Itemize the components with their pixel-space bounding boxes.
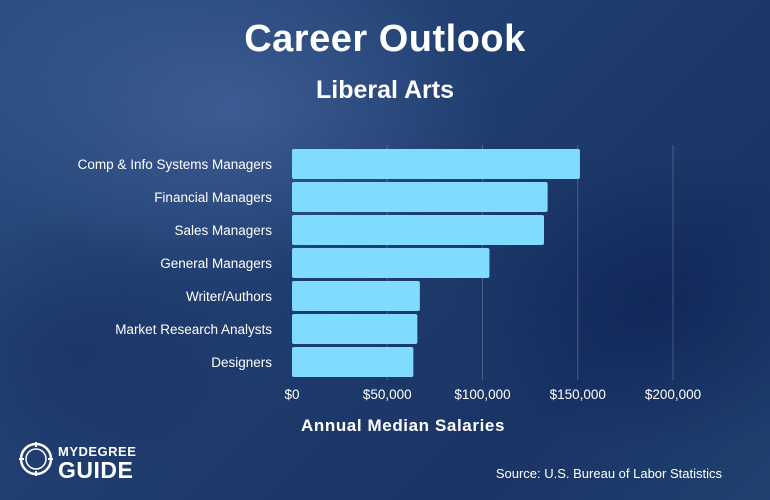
bar — [292, 149, 580, 179]
logo-text-bottom: GUIDE — [58, 457, 134, 483]
bar — [292, 347, 414, 377]
x-axis-label: Annual Median Salaries — [300, 416, 506, 435]
bar — [292, 248, 490, 278]
x-tick-label: $150,000 — [550, 387, 606, 402]
category-label: Financial Managers — [154, 190, 272, 205]
bar — [292, 215, 545, 245]
category-label: Designers — [211, 355, 272, 370]
category-label: General Managers — [160, 256, 272, 271]
source-note: Source: U.S. Bureau of Labor Statistics — [495, 466, 722, 481]
bar — [292, 281, 420, 311]
x-tick-label: $50,000 — [363, 387, 412, 402]
x-tick-label: $200,000 — [645, 387, 701, 402]
category-label: Market Research Analysts — [115, 322, 272, 337]
chart-title: Career Outlook — [244, 18, 526, 60]
chart-subtitle: Liberal Arts — [315, 76, 454, 104]
logo-text-top: MYDEGREE — [58, 444, 137, 459]
compass-icon — [19, 442, 53, 476]
bar — [292, 182, 548, 212]
bar — [292, 314, 418, 344]
category-label: Comp & Info Systems Managers — [78, 157, 273, 172]
category-label: Sales Managers — [174, 223, 272, 238]
category-label: Writer/Authors — [186, 289, 272, 304]
x-tick-label: $0 — [284, 387, 299, 402]
mydegreeguide-logo: MYDEGREE GUIDE — [18, 441, 148, 485]
x-tick-label: $100,000 — [454, 387, 510, 402]
